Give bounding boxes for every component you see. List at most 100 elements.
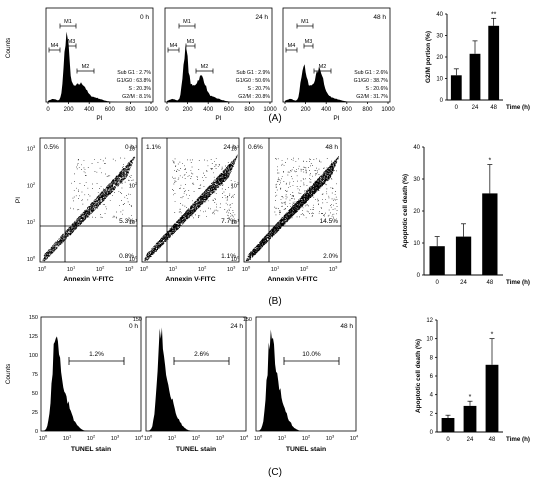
x-tick-label: 102 (198, 265, 207, 274)
time-label: 24 h (223, 144, 236, 151)
x-axis-label: Time (h) (506, 436, 530, 443)
x-tick-label: 600 (105, 107, 116, 113)
quadrant-upper-right: 14.5% (320, 218, 339, 225)
tunel-histogram (43, 336, 139, 431)
bar (488, 25, 500, 100)
x-tick-label: 400 (203, 107, 214, 113)
y-tick-label: 40 (436, 12, 443, 18)
y-axis-label: Apoptotic cell death (%) (402, 174, 409, 248)
quadrant-upper-left: 1.1% (146, 144, 161, 151)
x-tick-label: 400 (321, 107, 332, 113)
cell-cycle-stat: S : 20.6% (366, 86, 389, 92)
y-tick-label: 25 (32, 410, 38, 416)
x-tick-label: 100 (38, 265, 47, 274)
x-axis-label: PI (333, 115, 339, 122)
panel-label-c: (C) (268, 467, 282, 478)
x-tick-label: 100 (242, 265, 251, 274)
y-tick-label: 150 (133, 317, 142, 323)
significance-marker: ** (491, 11, 497, 18)
y-tick-label: 75 (32, 372, 38, 378)
x-tick-label: 102 (87, 434, 96, 443)
time-label: 24 h (255, 14, 268, 21)
cell-cycle-stat: G1/G0 : 63.8% (117, 78, 152, 84)
tunel-gate-percent: 1.2% (89, 351, 104, 358)
x-axis-label: Annexin V-FITC (63, 276, 113, 283)
x-tick-label: 104 (240, 434, 249, 443)
y-tick-label: 150 (29, 315, 38, 321)
panel-label-b: (B) (268, 296, 281, 307)
dna-histogram (48, 31, 151, 103)
y-axis-label: Counts (5, 37, 12, 58)
category-label: 48 (486, 280, 493, 286)
cell-events (245, 156, 339, 262)
category-label: 24 (467, 437, 474, 443)
cell-cycle-stat: S : 20.7% (248, 86, 271, 92)
cell-cycle-stat: G1/G0 : 38.7% (354, 78, 389, 84)
gate-label: M4 (170, 43, 178, 49)
dna-histogram (285, 64, 388, 102)
x-axis-label: PI (96, 115, 102, 122)
x-tick-label: 102 (96, 265, 105, 274)
x-tick-label: 800 (244, 107, 255, 113)
x-axis-label: TUNEL stain (71, 446, 111, 453)
gate-label: M4 (51, 43, 59, 49)
x-tick-label: 800 (125, 107, 136, 113)
category-label: 24 (472, 105, 479, 111)
x-axis-label: Annexin V-FITC (267, 276, 317, 283)
time-label: 0 h (129, 323, 138, 330)
category-label: 48 (490, 105, 497, 111)
x-tick-label: 100 (254, 434, 263, 443)
dotplot-frame (141, 137, 240, 263)
x-tick-label: 0 (46, 107, 50, 113)
cell-cycle-stat: G2/M : 20.8% (238, 94, 270, 100)
y-tick-label: 102 (129, 181, 138, 190)
cell-cycle-stat: Sub G1 : 2.9% (236, 70, 270, 76)
x-tick-label: 101 (63, 434, 72, 443)
y-tick-label: 100 (27, 255, 36, 264)
time-label: 48 h (325, 144, 338, 151)
category-label: 24 (460, 280, 467, 286)
category-label: 0 (455, 105, 459, 111)
x-tick-label: 101 (278, 434, 287, 443)
x-tick-label: 103 (216, 434, 225, 443)
y-tick-label: 103 (27, 144, 36, 153)
bar (429, 246, 445, 275)
y-tick-label: 101 (129, 218, 138, 227)
y-axis-label: PI (15, 197, 22, 203)
y-tick-label: 150 (243, 317, 252, 323)
x-tick-label: 104 (135, 434, 144, 443)
y-tick-label: 102 (27, 181, 36, 190)
y-tick-label: 30 (436, 34, 443, 40)
y-tick-label: 0 (417, 273, 421, 279)
time-label: 48 h (373, 14, 386, 21)
x-tick-label: 1000 (381, 107, 395, 113)
gate-label: M3 (305, 39, 313, 45)
x-tick-label: 103 (326, 434, 335, 443)
tunel-histogram (258, 329, 354, 431)
quadrant-upper-right: 5.3% (119, 218, 134, 225)
y-tick-label: 20 (436, 55, 443, 61)
bar (469, 53, 481, 100)
category-label: 48 (489, 437, 496, 443)
tunel-gate-percent: 2.6% (194, 351, 209, 358)
x-axis-label: PI (215, 115, 221, 122)
gate-label: M1 (183, 19, 191, 25)
panel-label-a: (A) (268, 113, 281, 124)
y-tick-label: 10 (413, 241, 420, 247)
y-tick-label: 10 (426, 337, 433, 343)
bar-chart: 0 10 20 30 40 0 24 48 ** Time (h) G2/M portion (%) (425, 11, 530, 111)
cell-cycle-stat: G2/M : 8.1% (122, 94, 151, 100)
quadrant-lower-right: 1.1% (221, 253, 236, 260)
y-tick-label: 103 (231, 144, 240, 153)
gate-label: M3 (187, 39, 195, 45)
quadrant-lower-right: 2.0% (323, 253, 338, 260)
cell-cycle-stat: G1/G0 : 50.6% (236, 78, 271, 84)
y-tick-label: 8 (430, 355, 434, 361)
quadrant-upper-left: 0.5% (44, 144, 59, 151)
x-tick-label: 800 (362, 107, 373, 113)
x-tick-label: 0 (165, 107, 169, 113)
significance-marker: * (488, 158, 491, 165)
cell-cycle-stat: S : 20.3% (129, 86, 152, 92)
y-tick-label: 30 (413, 177, 420, 183)
y-tick-label: 0 (440, 98, 444, 104)
